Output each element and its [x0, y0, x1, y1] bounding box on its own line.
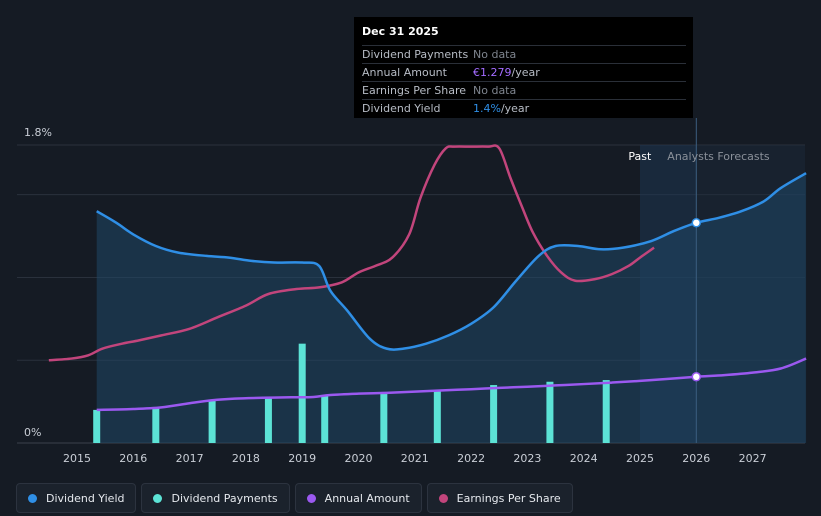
legend-item-earnings-per-share[interactable]: Earnings Per Share	[426, 483, 573, 513]
x-tick-label: 2019	[288, 452, 316, 465]
legend-dot-icon	[306, 493, 316, 503]
legend-dot-icon	[28, 493, 37, 503]
x-tick-label: 2020	[345, 452, 373, 465]
forecast-section-label: Analysts Forecasts	[667, 150, 770, 163]
dividend-payment-bar	[208, 399, 216, 443]
tooltip-row: Dividend Yield 1.4%/year	[362, 99, 686, 117]
x-tick-label: 2023	[513, 452, 541, 465]
tooltip-unit: /year	[511, 66, 540, 79]
tooltip-key: Earnings Per Share	[362, 84, 467, 97]
tooltip-value: No data	[473, 84, 517, 97]
legend-label: Earnings Per Share	[456, 491, 561, 505]
dividend-payment-bar	[546, 381, 554, 443]
past-section-label: Past	[628, 150, 652, 163]
tooltip-value: No data	[473, 48, 517, 61]
x-tick-label: 2017	[176, 452, 204, 465]
legend-label: Annual Amount	[324, 491, 410, 505]
tooltip-date: Dec 31 2025	[362, 25, 439, 38]
legend-item-dividend-yield[interactable]: Dividend Yield	[16, 483, 137, 513]
dividend-payment-bar	[321, 394, 329, 443]
dividend-payment-bar	[602, 380, 610, 443]
x-tick-label: 2024	[570, 452, 598, 465]
tooltip-value: €1.279	[473, 66, 512, 79]
y-axis-top-label: 1.8%	[24, 126, 52, 139]
tooltip-row: Annual Amount €1.279/year	[362, 63, 686, 81]
legend-label: Dividend Payments	[171, 491, 278, 505]
dividend-payment-bar	[152, 408, 160, 443]
x-tick-label: 2025	[626, 452, 654, 465]
x-tick-label: 2021	[401, 452, 429, 465]
dividend-payment-bar	[380, 393, 388, 443]
chart-legend: Dividend Yield Dividend Payments Annual Am…	[16, 483, 573, 513]
dividend-yield-line	[96, 172, 807, 351]
tooltip-unit: /year	[500, 102, 530, 115]
annual-amount-marker[interactable]	[691, 372, 702, 382]
x-tick-label: 2022	[457, 452, 485, 465]
dividend-payment-bar	[490, 385, 498, 443]
dividend-payment-bar	[433, 390, 441, 443]
tooltip-key: Dividend Payments	[362, 48, 469, 61]
dividend-yield-area	[96, 173, 807, 443]
legend-dot-icon	[438, 493, 448, 503]
dividend-chart: 1.8% 0% Past Analysts Forecasts 2015 2016…	[17, 118, 807, 465]
legend-item-annual-amount[interactable]: Annual Amount	[294, 483, 422, 513]
tooltip-key: Dividend Yield	[362, 102, 441, 115]
x-axis-ticks: 2015 2016 2017 2018 2019 2020 2021 2022 2023 2024…	[63, 452, 767, 465]
x-tick-label: 2016	[119, 452, 147, 465]
x-tick-label: 2027	[739, 452, 767, 465]
dividend-payment-bars	[93, 343, 610, 443]
legend-item-dividend-payments[interactable]: Dividend Payments	[141, 483, 290, 513]
dividend-payment-bar	[93, 409, 101, 443]
tooltip-value: 1.4%	[473, 102, 501, 115]
dividend-payment-bar	[264, 398, 272, 443]
annual-amount-line	[96, 357, 807, 412]
x-tick-label: 2018	[232, 452, 260, 465]
earnings-per-share-line	[48, 144, 655, 362]
tooltip-row: Dividend Payments No data	[362, 45, 686, 63]
chart-tooltip: Dec 31 2025 Dividend Payments No data Annu…	[354, 17, 693, 118]
x-tick-label: 2026	[682, 452, 710, 465]
tooltip-row: Earnings Per Share No data	[362, 81, 686, 99]
dividend-payment-bar	[298, 343, 306, 443]
y-axis-bottom-label: 0%	[24, 426, 41, 439]
x-tick-label: 2015	[63, 452, 91, 465]
legend-label: Dividend Yield	[46, 491, 125, 505]
tooltip-key: Annual Amount	[362, 66, 447, 79]
dividend-yield-marker[interactable]	[691, 218, 702, 228]
legend-dot-icon	[153, 493, 163, 503]
